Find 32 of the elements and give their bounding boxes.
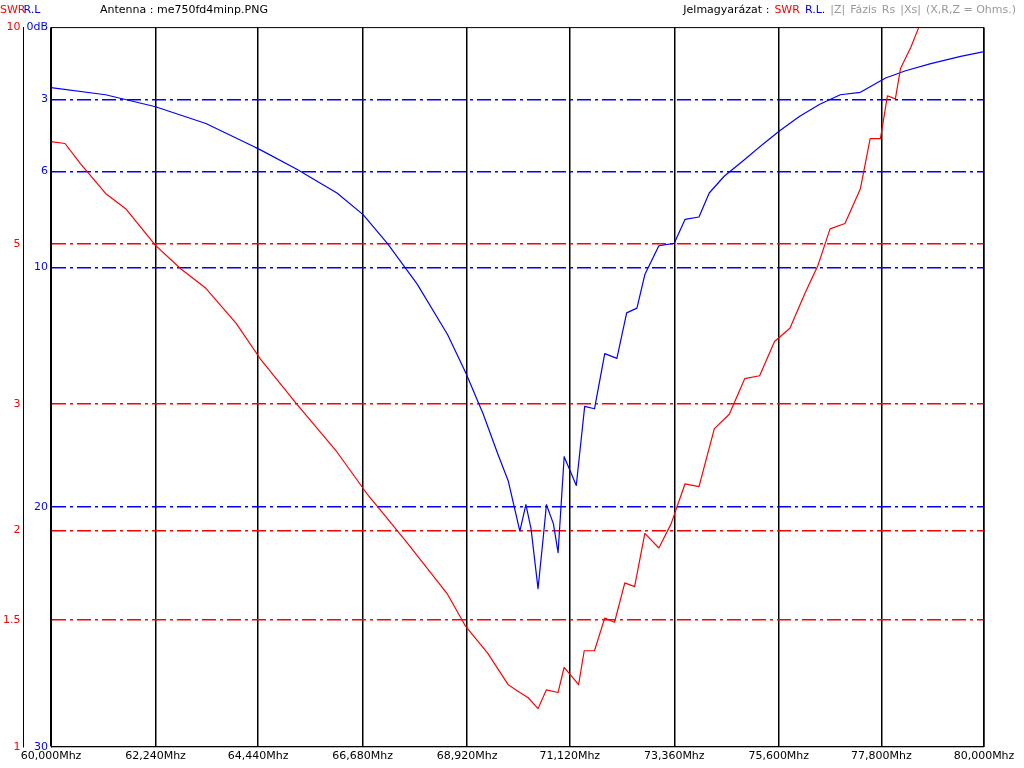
y2-tick-label: 5	[13, 236, 21, 250]
legend-title: Jelmagyarázat :	[683, 3, 770, 16]
x-tick-label: 60,000Mhz	[20, 749, 82, 763]
y-tick-label: 10	[34, 260, 49, 274]
text: Rs	[881, 3, 896, 16]
x-tick-label: 77,800Mhz	[851, 749, 912, 763]
y2-axis-title: SWR	[0, 3, 26, 16]
text: |Xs|	[900, 3, 921, 16]
y-tick-label: 3	[41, 92, 49, 106]
text: Fázis	[850, 3, 877, 16]
x-tick-label: 62,240Mhz	[125, 749, 187, 763]
y-tick-label: 20	[34, 499, 49, 513]
y2-tick-label: 10	[6, 20, 21, 34]
chart-title: Antenna : me750fd4minp.PNG	[100, 3, 268, 16]
x-tick-label: 73,360Mhz	[643, 749, 705, 763]
text: SWR	[774, 3, 800, 16]
y-tick-label: 6	[41, 164, 49, 178]
y-axis-title: R.L	[23, 3, 41, 16]
text: R.L.	[804, 3, 826, 16]
y-tick-label: 0dB	[26, 20, 49, 34]
text: |Z|	[830, 3, 846, 16]
x-tick-label: 64,440Mhz	[227, 749, 289, 763]
x-tick-label: 75,600Mhz	[748, 749, 810, 763]
y2-tick-label: 2	[13, 523, 21, 537]
y2-tick-label: 1	[13, 739, 21, 753]
text: (X,R,Z = Ohms.)	[925, 3, 1016, 16]
x-tick-label: 68,920Mhz	[436, 749, 498, 763]
x-tick-label: 66,680Mhz	[332, 749, 394, 763]
x-tick-label: 80,000Mhz	[953, 749, 1015, 763]
y2-tick-label: 3	[13, 396, 21, 410]
y2-tick-label: 1.5	[2, 613, 21, 627]
x-tick-label: 71,120Mhz	[539, 749, 601, 763]
